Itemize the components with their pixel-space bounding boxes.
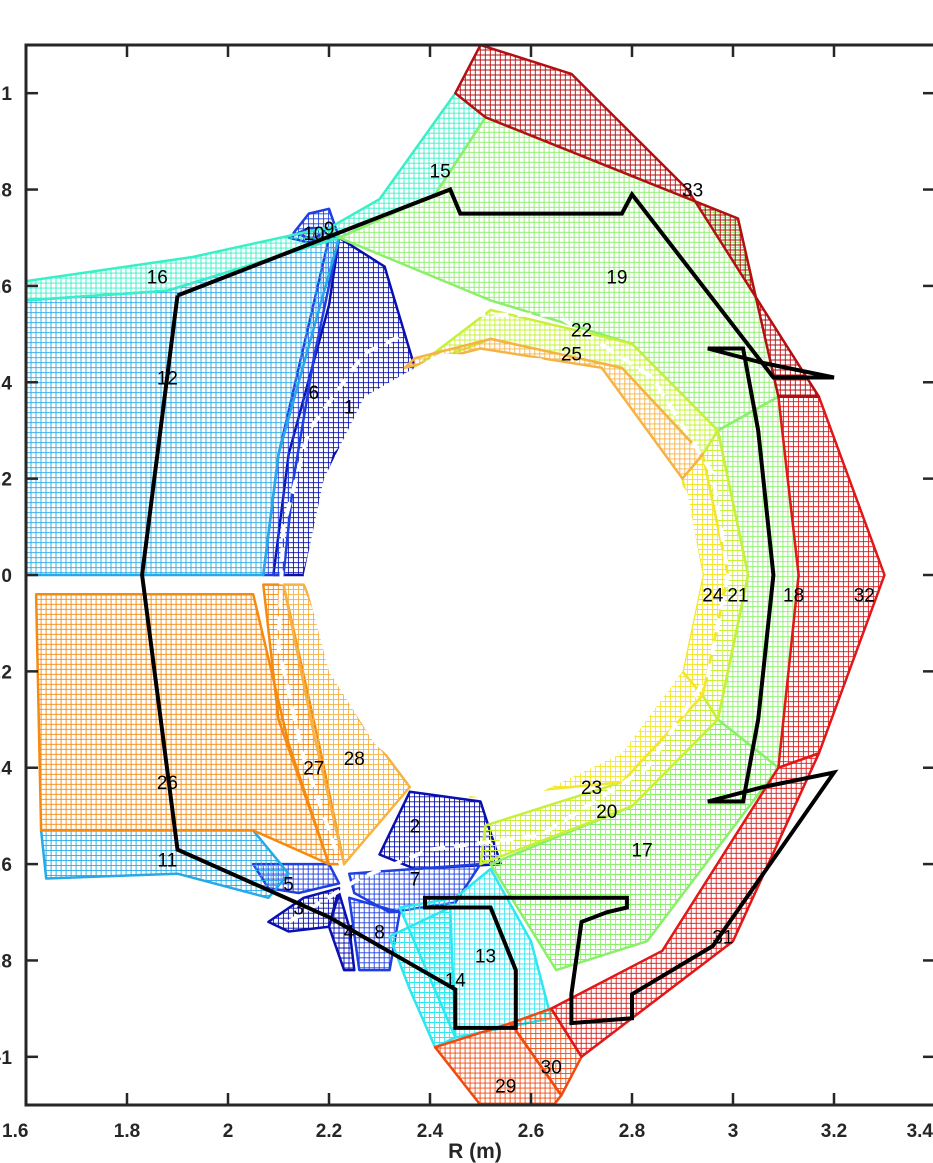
region-label-7: 7 — [410, 870, 421, 891]
region-label-11: 11 — [158, 850, 178, 871]
y-tick-label: -1 — [0, 1048, 12, 1069]
region-label-31: 31 — [712, 927, 733, 948]
region-label-30: 30 — [541, 1058, 562, 1079]
y-tick-label: -0.2 — [0, 662, 12, 683]
separatrix — [276, 312, 731, 924]
region-label-21: 21 — [727, 585, 748, 606]
region-label-14: 14 — [445, 971, 467, 992]
x-tick-label: 1.6 — [2, 1121, 28, 1142]
mesh-region-15 — [327, 91, 487, 239]
region-label-22: 22 — [571, 320, 592, 341]
x-tick-label: 1.8 — [114, 1121, 140, 1142]
mesh-outline-33 — [454, 45, 821, 398]
region-label-33: 33 — [682, 181, 703, 202]
mesh-outline-7 — [347, 862, 482, 914]
y-tick-label: 0.6 — [0, 277, 12, 298]
separatrix-line — [276, 312, 731, 924]
region-label-5: 5 — [283, 874, 294, 895]
core-plasma — [303, 353, 703, 802]
x-tick-label: 2.2 — [316, 1121, 342, 1142]
x-tick-label: 2.6 — [518, 1121, 544, 1142]
mesh-outline-14 — [388, 906, 457, 1049]
region-label-17: 17 — [632, 841, 653, 862]
y-axis-ticks: 1 0.8 0.6 0.4 0.2 0 -0.2 -0.4 -0.6 -0.8 -1 — [0, 84, 933, 1069]
region-label-29: 29 — [495, 1077, 516, 1098]
region-label-2: 2 — [410, 817, 421, 838]
mesh-outline-28 — [282, 583, 412, 866]
region-label-8: 8 — [374, 923, 385, 944]
region-label-20: 20 — [596, 802, 617, 823]
region-label-32: 32 — [854, 585, 875, 606]
mesh-region-4 — [327, 891, 356, 972]
wall-line — [140, 186, 839, 1030]
region-label-16: 16 — [147, 267, 168, 288]
mesh-outline-8 — [347, 896, 401, 972]
x-tick-label: 3.4 — [907, 1121, 933, 1142]
region-label-24: 24 — [702, 585, 724, 606]
y-tick-label: 1 — [1, 84, 12, 105]
vessel-wall — [140, 186, 839, 1030]
region-label-3: 3 — [293, 899, 304, 920]
y-tick-label: -0.4 — [0, 759, 12, 780]
x-axis-title: R (m) — [448, 1140, 502, 1163]
mesh-outline-15 — [327, 91, 487, 239]
mesh-outline-6 — [262, 236, 341, 577]
region-label-15: 15 — [430, 161, 451, 182]
x-tick-label: 3 — [728, 1121, 739, 1142]
region-label-26: 26 — [157, 773, 178, 794]
x-tick-label: 3.2 — [821, 1121, 847, 1142]
region-label-12: 12 — [157, 369, 178, 390]
region-label-13: 13 — [475, 947, 496, 968]
x-tick-label: 2.4 — [417, 1121, 444, 1142]
region-label-1: 1 — [344, 397, 355, 418]
mesh-outline-25 — [403, 337, 704, 480]
y-tick-label: 0.8 — [0, 181, 12, 202]
region-label-19: 19 — [606, 267, 627, 288]
region-label-6: 6 — [309, 383, 320, 404]
x-tick-label: 2.8 — [619, 1121, 645, 1142]
region-label-23: 23 — [581, 778, 602, 799]
x-tick-label: 2 — [223, 1121, 234, 1142]
region-label-4: 4 — [344, 923, 355, 944]
mesh-grid-32 — [778, 396, 885, 768]
region-label-10: 10 — [303, 224, 324, 245]
region-label-27: 27 — [303, 759, 324, 780]
region-label-25: 25 — [561, 344, 582, 365]
core-area — [303, 353, 703, 802]
y-tick-label: 0.4 — [0, 373, 12, 394]
mesh-region-32 — [777, 395, 886, 769]
x-axis-ticks: 1.6 1.8 2 2.2 2.4 2.6 2.8 3 3.2 3.4 — [2, 45, 933, 1142]
region-label-28: 28 — [344, 749, 365, 770]
y-tick-label: -0.8 — [0, 952, 12, 973]
y-tick-label: 0 — [1, 566, 12, 587]
y-tick-label: -0.6 — [0, 855, 12, 876]
y-tick-label: 0.2 — [0, 470, 12, 491]
region-label-9: 9 — [324, 219, 335, 240]
region-label-18: 18 — [783, 585, 804, 606]
mesh-outline-4 — [327, 891, 356, 972]
